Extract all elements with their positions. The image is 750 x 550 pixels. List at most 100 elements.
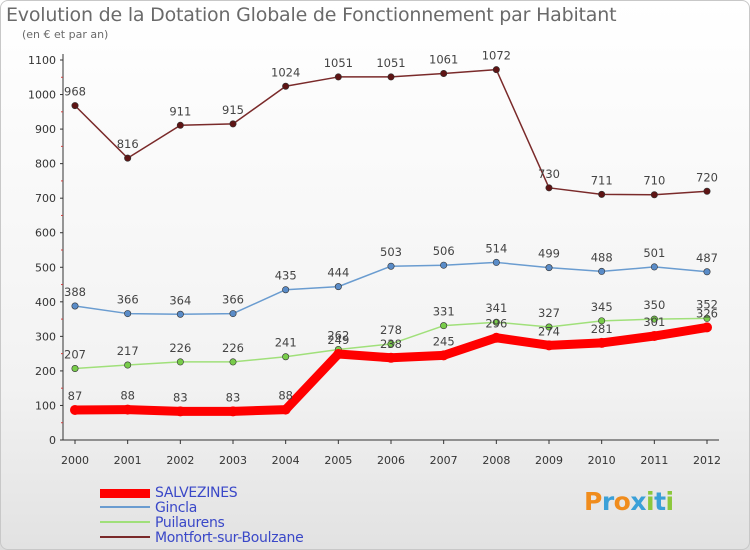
data-point xyxy=(386,352,396,363)
data-label: 238 xyxy=(380,337,402,351)
x-tick-label: 2010 xyxy=(588,454,616,467)
data-point xyxy=(598,267,606,275)
data-label: 326 xyxy=(696,306,718,320)
legend-swatch-gincla xyxy=(100,506,150,508)
data-point xyxy=(649,331,660,342)
data-point xyxy=(545,323,553,331)
data-label: 88 xyxy=(278,389,293,403)
data-point xyxy=(703,314,711,322)
x-tick-label: 2001 xyxy=(114,454,142,467)
data-label: 499 xyxy=(538,247,560,261)
data-point xyxy=(229,120,237,128)
legend-item-puilaurens: Puilaurens xyxy=(100,515,360,531)
data-label: 345 xyxy=(591,300,613,314)
data-label: 1051 xyxy=(324,56,353,70)
data-label: 262 xyxy=(327,328,349,342)
x-tick-label: 2004 xyxy=(272,454,300,467)
data-point xyxy=(650,315,658,323)
data-point xyxy=(702,322,712,333)
data-point xyxy=(650,191,658,199)
data-point xyxy=(650,263,658,271)
data-label: 226 xyxy=(169,341,191,355)
data-point xyxy=(71,302,79,310)
data-label: 1072 xyxy=(482,49,511,63)
logo-letter: r xyxy=(601,487,614,516)
data-point xyxy=(228,406,238,417)
data-point xyxy=(70,404,80,415)
data-label: 83 xyxy=(173,390,188,404)
data-point xyxy=(703,268,711,276)
data-point xyxy=(491,332,502,343)
logo-letter: i xyxy=(665,487,675,516)
data-label: 720 xyxy=(696,170,718,184)
y-tick-label: 500 xyxy=(35,261,56,274)
data-point xyxy=(282,286,290,294)
data-label: 1024 xyxy=(271,65,300,79)
data-label: 501 xyxy=(643,246,665,260)
data-point xyxy=(544,340,554,351)
data-label: 226 xyxy=(222,341,244,355)
legend-item-salvezines: SALVEZINES xyxy=(100,485,360,501)
data-point xyxy=(440,69,448,77)
data-point xyxy=(596,337,607,348)
data-label: 217 xyxy=(117,344,139,358)
y-tick-label: 900 xyxy=(35,123,56,136)
data-label: 1051 xyxy=(376,56,405,70)
data-label: 816 xyxy=(117,137,139,151)
data-point xyxy=(229,358,237,366)
x-tick-label: 2003 xyxy=(219,454,247,467)
x-tick-label: 2012 xyxy=(693,454,721,467)
data-point xyxy=(175,406,186,417)
x-tick-label: 2006 xyxy=(377,454,405,467)
data-point xyxy=(71,102,79,110)
data-label: 911 xyxy=(169,104,191,118)
data-label: 274 xyxy=(538,324,560,338)
y-tick-label: 600 xyxy=(35,227,56,240)
data-point xyxy=(703,187,711,195)
data-label: 435 xyxy=(275,269,297,283)
logo-letter: P xyxy=(584,487,602,516)
data-label: 281 xyxy=(591,322,613,336)
data-label: 514 xyxy=(485,241,507,255)
data-point xyxy=(440,322,448,330)
data-label: 444 xyxy=(327,266,349,280)
data-label: 341 xyxy=(485,301,507,315)
data-point xyxy=(545,184,553,192)
data-point xyxy=(124,310,132,318)
data-point xyxy=(282,82,290,90)
data-point xyxy=(387,340,395,348)
data-label: 241 xyxy=(275,336,297,350)
data-label: 331 xyxy=(433,305,455,319)
data-label: 1061 xyxy=(429,52,458,66)
data-point xyxy=(176,310,184,318)
y-tick-label: 300 xyxy=(35,330,56,343)
y-tick-label: 0 xyxy=(49,434,56,447)
chart-title: Evolution de la Dotation Globale de Fonc… xyxy=(6,4,617,26)
data-point xyxy=(176,121,184,129)
data-label: 245 xyxy=(433,334,455,348)
data-label: 278 xyxy=(380,323,402,337)
chart-subtitle: (en € et par an) xyxy=(22,28,109,41)
proxiti-logo: Proxiti xyxy=(584,487,674,516)
data-point xyxy=(71,364,79,372)
data-label: 488 xyxy=(591,250,613,264)
x-tick-label: 2011 xyxy=(640,454,668,467)
x-tick-label: 2005 xyxy=(324,454,352,467)
data-label: 968 xyxy=(64,85,86,99)
legend-swatch-puilaurens xyxy=(100,521,150,523)
data-point xyxy=(387,73,395,81)
data-label: 301 xyxy=(643,315,665,329)
data-point xyxy=(176,358,184,366)
data-label: 327 xyxy=(538,306,560,320)
y-tick-label: 100 xyxy=(35,399,56,412)
legend-item-gincla: Gincla xyxy=(100,500,360,516)
data-point xyxy=(333,348,344,359)
data-label: 915 xyxy=(222,103,244,117)
y-tick-label: 200 xyxy=(35,365,56,378)
y-tick-label: 800 xyxy=(35,158,56,171)
legend-label-puilaurens: Puilaurens xyxy=(155,515,225,531)
x-tick-label: 2009 xyxy=(535,454,563,467)
data-point xyxy=(282,353,290,361)
data-label: 366 xyxy=(222,293,244,307)
